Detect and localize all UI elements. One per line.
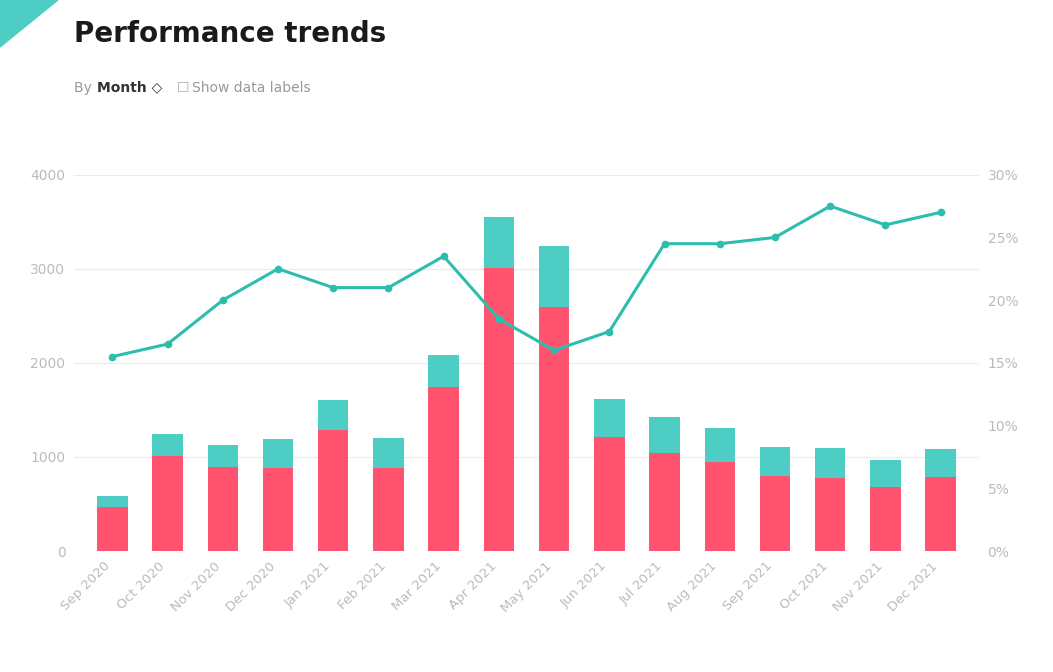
Bar [483, 217, 514, 268]
Text: Show data labels: Show data labels [192, 81, 311, 95]
Bar [153, 434, 183, 456]
Bar [373, 438, 403, 468]
Bar [429, 387, 459, 551]
Bar [429, 355, 459, 387]
Bar [539, 246, 570, 307]
Text: By: By [74, 81, 96, 95]
Text: Performance trends: Performance trends [74, 20, 386, 48]
Bar [97, 507, 127, 551]
Bar [650, 453, 680, 551]
Bar [263, 468, 293, 551]
Text: Month ◇: Month ◇ [97, 81, 162, 95]
Bar [97, 495, 127, 507]
Bar [263, 439, 293, 468]
Bar [704, 462, 735, 551]
Bar [594, 437, 624, 551]
Bar [926, 450, 956, 476]
Bar [760, 476, 790, 551]
Bar [207, 445, 238, 467]
Bar [926, 476, 956, 551]
Bar [318, 400, 349, 429]
Bar [704, 428, 735, 462]
Bar [815, 448, 846, 478]
Bar [373, 468, 403, 551]
Bar [870, 487, 900, 551]
Bar [650, 417, 680, 453]
Bar [153, 456, 183, 551]
Bar [870, 460, 900, 487]
Bar [318, 429, 349, 551]
Text: ☐: ☐ [177, 81, 190, 95]
Bar [815, 478, 846, 551]
Bar [207, 467, 238, 551]
Bar [760, 447, 790, 476]
Bar [539, 307, 570, 551]
Bar [483, 268, 514, 551]
Bar [594, 398, 624, 437]
